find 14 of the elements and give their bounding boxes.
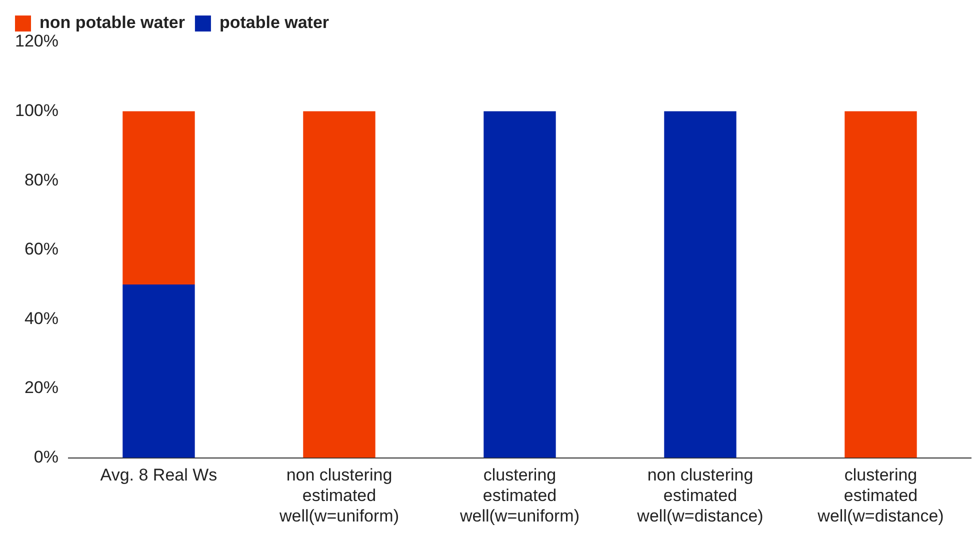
y-tick-label: 100% xyxy=(14,100,58,120)
legend-label: potable water xyxy=(219,13,330,32)
y-tick-label: 80% xyxy=(24,170,58,190)
y-tick-label: 0% xyxy=(34,447,58,466)
x-tick-label: non clustering estimated well(w=uniform) xyxy=(278,466,399,526)
x-tick-label: clustering estimated well(w=uniform) xyxy=(458,466,580,526)
x-tick-label: non clustering estimated well(w=distance) xyxy=(636,466,764,526)
x-tick-label: clustering estimated well(w=distance) xyxy=(816,466,944,526)
y-tick-label: 120% xyxy=(14,32,58,51)
y-tick-label: 20% xyxy=(24,378,58,398)
x-tick-label: Avg. 8 Real Ws xyxy=(100,466,218,485)
y-tick-label: 40% xyxy=(24,308,58,328)
legend-label: non potable water xyxy=(40,13,186,32)
y-tick-label: 60% xyxy=(24,240,58,259)
